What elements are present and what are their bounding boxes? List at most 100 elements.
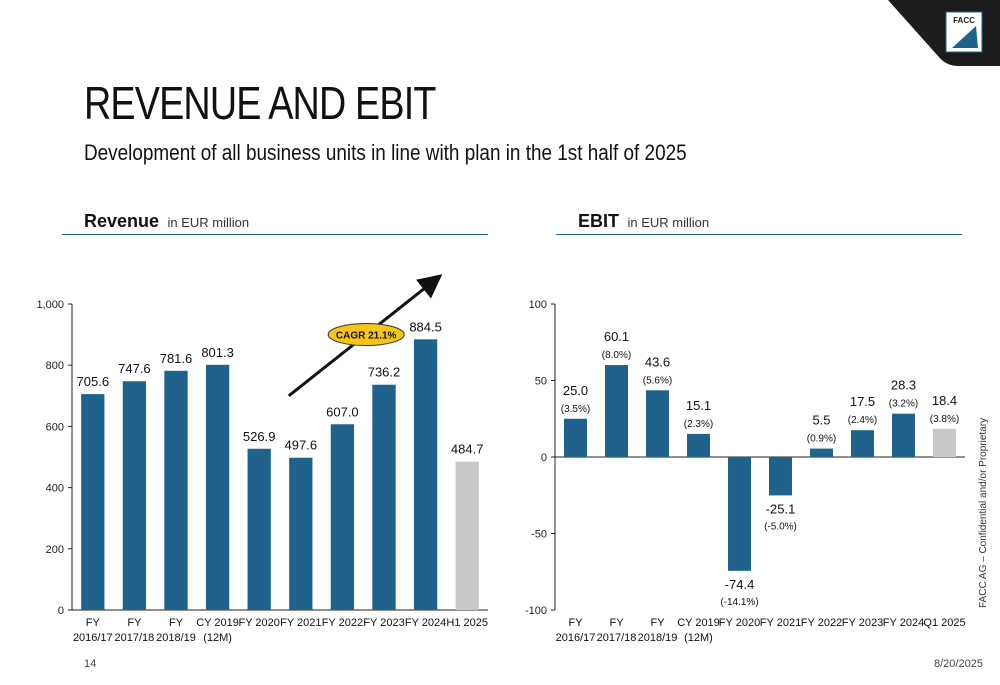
ebit-category-label: FY 2023 <box>842 617 883 629</box>
ebit-bar <box>851 430 874 457</box>
revenue-category-label: FY 2022 <box>322 617 363 629</box>
ebit-y-tick-label: 0 <box>541 452 547 464</box>
ebit-margin-label: (2.4%) <box>848 415 877 426</box>
revenue-heading: Revenue in EUR million <box>62 211 488 235</box>
ebit-value-label: 60.1 <box>604 329 629 344</box>
ebit-bar <box>810 448 833 457</box>
revenue-cagr-badge <box>327 323 405 347</box>
logo-text: FACC <box>953 16 975 25</box>
ebit-bar <box>646 390 669 457</box>
ebit-margin-label: (5.6%) <box>643 375 672 386</box>
ebit-bar <box>728 457 751 571</box>
revenue-category-label: FY <box>127 617 142 629</box>
revenue-category-label: FY 2021 <box>280 617 321 629</box>
ebit-category-label: FY 2022 <box>801 617 842 629</box>
revenue-category-label: 2016/17 <box>73 632 113 644</box>
ebit-bar <box>605 365 628 457</box>
ebit-margin-label: (3.8%) <box>930 414 959 425</box>
revenue-value-label: 801.3 <box>201 345 234 360</box>
revenue-bar <box>413 339 438 610</box>
ebit-bar <box>564 418 587 457</box>
ebit-margin-label: (3.5%) <box>561 404 590 415</box>
ebit-heading-unit: in EUR million <box>627 215 710 230</box>
ebit-category-label: FY <box>609 617 624 629</box>
ebit-margin-label: (8.0%) <box>602 350 631 361</box>
revenue-bar <box>289 457 313 610</box>
ebit-margin-label: (-5.0%) <box>764 521 797 532</box>
revenue-value-label: 781.6 <box>160 351 193 366</box>
ebit-value-label: 18.4 <box>932 393 957 408</box>
ebit-value-label: 28.3 <box>891 378 916 393</box>
revenue-category-label: 2017/18 <box>115 632 155 644</box>
revenue-y-tick-label: 400 <box>46 483 64 495</box>
ebit-value-label: -74.4 <box>725 577 755 592</box>
ebit-margin-label: (-14.1%) <box>720 597 758 608</box>
revenue-y-tick-label: 1,000 <box>36 299 64 311</box>
ebit-value-label: 15.1 <box>686 398 711 413</box>
ebit-category-label: CY 2019 <box>677 617 720 629</box>
ebit-bar <box>769 457 792 496</box>
ebit-category-label: 2018/19 <box>638 632 678 644</box>
ebit-value-label: -25.1 <box>766 501 796 516</box>
revenue-heading-title: Revenue <box>84 211 160 231</box>
revenue-bar <box>81 394 105 610</box>
ebit-y-tick-label: -50 <box>531 529 547 541</box>
revenue-bar <box>205 364 230 610</box>
revenue-value-label: 884.5 <box>409 319 442 334</box>
revenue-value-label: 747.6 <box>118 361 151 376</box>
ebit-category-label: FY <box>568 617 583 629</box>
revenue-y-tick-label: 0 <box>58 605 64 617</box>
revenue-value-label: 705.6 <box>77 374 110 389</box>
ebit-value-label: 43.6 <box>645 354 670 369</box>
ebit-category-label: FY 2021 <box>760 617 801 629</box>
revenue-value-label: 736.2 <box>368 365 401 380</box>
ebit-category-label: FY 2020 <box>719 617 760 629</box>
revenue-y-tick-label: 600 <box>46 421 64 433</box>
revenue-value-label: 484.7 <box>451 442 484 457</box>
revenue-category-label: CY 2019 <box>196 617 239 629</box>
revenue-category-label: 2018/19 <box>156 632 196 644</box>
ebit-value-label: 25.0 <box>563 383 588 398</box>
ebit-category-label: 2017/18 <box>597 632 637 644</box>
revenue-heading-unit: in EUR million <box>167 215 250 230</box>
ebit-value-label: 5.5 <box>812 413 830 428</box>
ebit-heading: EBIT in EUR million <box>556 211 962 235</box>
confidential-note: FACC AG – Confidential and/or Proprietar… <box>978 417 989 608</box>
ebit-y-tick-label: 50 <box>535 376 547 388</box>
revenue-bar <box>455 461 479 610</box>
revenue-category-label: (12M) <box>203 632 232 644</box>
ebit-y-tick-label: -100 <box>525 605 547 617</box>
ebit-margin-label: (3.2%) <box>889 399 918 410</box>
revenue-category-label: FY 2024 <box>405 617 446 629</box>
ebit-bar <box>892 413 915 457</box>
revenue-bar <box>247 448 271 610</box>
ebit-category-label: FY <box>650 617 665 629</box>
footer-date: 8/20/2025 <box>934 658 983 670</box>
revenue-cagr-label: CAGR 21.1% <box>336 331 397 342</box>
page-title: REVENUE AND EBIT <box>84 77 436 129</box>
logo-corner: FACC <box>888 0 1000 66</box>
revenue-value-label: 526.9 <box>243 429 276 444</box>
revenue-value-label: 607.0 <box>326 404 359 419</box>
revenue-y-tick-label: 200 <box>46 544 64 556</box>
revenue-value-label: 497.6 <box>285 438 318 453</box>
revenue-bar <box>164 370 188 610</box>
ebit-value-label: 17.5 <box>850 394 875 409</box>
revenue-bar <box>330 424 355 610</box>
ebit-margin-label: (2.3%) <box>684 419 713 430</box>
ebit-margin-label: (0.9%) <box>807 434 836 445</box>
page-number: 14 <box>84 658 97 670</box>
ebit-category-label: Q1 2025 <box>923 617 965 629</box>
revenue-y-tick-label: 800 <box>46 360 64 372</box>
revenue-category-label: FY 2023 <box>363 617 404 629</box>
page-subtitle: Development of all business units in lin… <box>84 140 687 165</box>
revenue-category-label: H1 2025 <box>446 617 488 629</box>
revenue-category-label: FY <box>169 617 184 629</box>
revenue-category-label: FY 2020 <box>239 617 280 629</box>
revenue-bar <box>122 381 147 610</box>
ebit-category-label: FY 2024 <box>883 617 924 629</box>
revenue-bar <box>372 384 396 610</box>
revenue-category-label: FY <box>86 617 101 629</box>
